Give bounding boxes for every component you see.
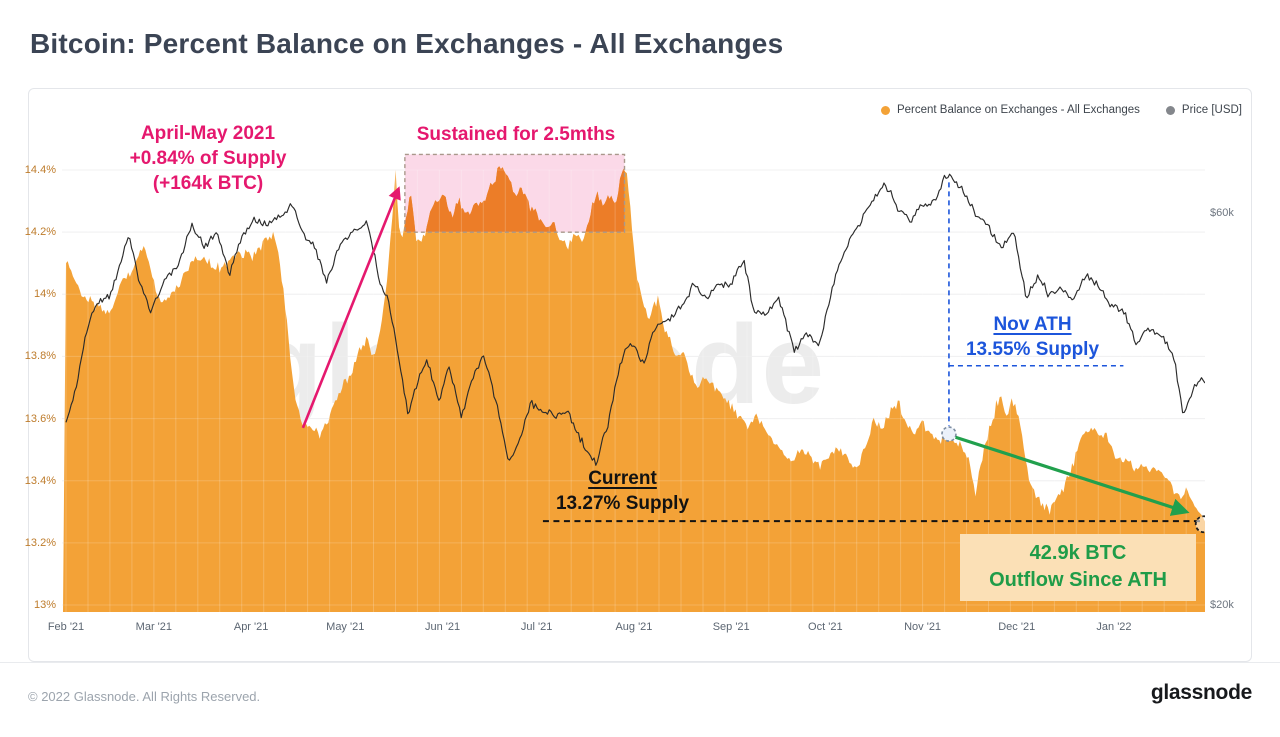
annotation-outflow-line1: 42.9k BTC	[1029, 542, 1127, 564]
legend-swatch-orange-icon	[880, 105, 890, 115]
x-axis-tick: Oct '21	[808, 621, 843, 633]
annotation-april-may-line2: +0.84% of Supply	[129, 148, 287, 169]
x-axis-tick: Jul '21	[520, 621, 553, 633]
annotation-nov-ath: Nov ATH 13.55% Supply	[930, 312, 1135, 362]
annotation-sustained-text: Sustained for 2.5mths	[416, 124, 616, 145]
legend-swatch-gray-icon	[1165, 105, 1175, 115]
x-axis-tick: Sep '21	[712, 621, 750, 633]
annotation-nov-ath-line1: Nov ATH	[993, 314, 1072, 335]
y-axis-tick-left: 13.2%	[24, 536, 56, 549]
annotation-current: Current 13.27% Supply	[520, 466, 725, 516]
legend-label-price: Price [USD]	[1181, 104, 1242, 116]
annotation-april-may-line1: April-May 2021	[140, 123, 276, 144]
chart-plot-area[interactable]: glassnode	[62, 145, 1213, 612]
y-axis-tick-left: 13.6%	[24, 412, 56, 425]
chart-legend: Percent Balance on Exchanges - All Excha…	[880, 104, 1242, 116]
x-axis-tick: Apr '21	[233, 621, 269, 633]
y-axis-tick-left: 13.4%	[24, 474, 56, 487]
x-axis-tick: Nov '21	[904, 621, 942, 633]
y-axis-tick-left: 14.4%	[24, 164, 56, 176]
y-axis-tick-left: 14%	[33, 288, 56, 301]
page-title: Bitcoin: Percent Balance on Exchanges - …	[30, 28, 784, 59]
legend-item-price[interactable]: Price [USD]	[1165, 104, 1242, 116]
x-axis-tick: Jun '21	[424, 621, 461, 633]
annotation-april-may-line3: (+164k BTC)	[152, 173, 264, 194]
glassnode-logo: glassnode	[1150, 681, 1252, 704]
annotation-april-may: April-May 2021 +0.84% of Supply (+164k B…	[102, 121, 314, 196]
annotation-outflow-box: 42.9k BTC Outflow Since ATH	[960, 534, 1196, 601]
y-axis-tick-right: $60k	[1210, 207, 1234, 219]
x-axis-tick: May '21	[326, 621, 365, 633]
x-axis-tick: Aug '21	[615, 621, 653, 633]
legend-item-percent-balance[interactable]: Percent Balance on Exchanges - All Excha…	[880, 104, 1140, 116]
y-axis-tick-left: 13.8%	[24, 350, 56, 363]
annotation-current-line1: Current	[588, 468, 657, 489]
x-axis-tick: Dec '21	[998, 621, 1036, 633]
x-axis-tick: Mar '21	[135, 621, 173, 633]
annotation-nov-ath-line2: 13.55% Supply	[965, 339, 1100, 360]
footer-copyright: © 2022 Glassnode. All Rights Reserved.	[28, 689, 261, 704]
x-axis-tick: Jan '22	[1096, 621, 1132, 633]
chart-svg: glassnode	[62, 153, 1213, 612]
x-axis-tick: Feb '21	[47, 621, 85, 633]
legend-label-percent-balance: Percent Balance on Exchanges - All Excha…	[896, 104, 1140, 116]
annotation-current-line2: 13.27% Supply	[555, 493, 690, 514]
y-axis-tick-left: 14.2%	[24, 226, 56, 239]
y-axis-tick-right: $20k	[1210, 599, 1234, 611]
footer: © 2022 Glassnode. All Rights Reserved. g…	[0, 662, 1280, 737]
y-axis-tick-left: 13%	[33, 599, 56, 611]
annotation-sustained: Sustained for 2.5mths	[390, 122, 642, 147]
annotation-outflow-line2: Outflow Since ATH	[989, 569, 1167, 591]
